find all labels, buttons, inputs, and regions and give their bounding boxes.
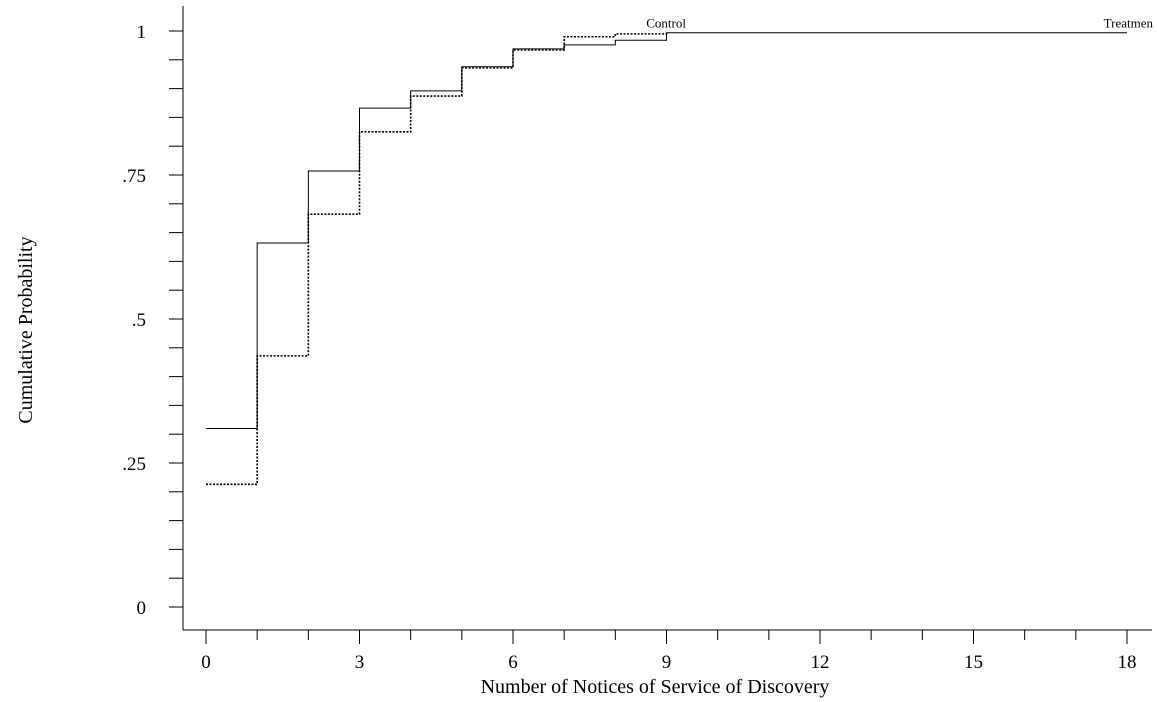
y-tick-label: .75 — [122, 166, 146, 187]
y-axis-title: Cumulative Probability — [15, 236, 37, 423]
series-label-1: Control — [646, 16, 686, 31]
y-tick-label: .5 — [132, 310, 146, 331]
series-line-0 — [206, 32, 1127, 429]
series-layer: Treatmen Control — [206, 16, 1154, 486]
y-tick-label: 1 — [137, 22, 147, 43]
series-line-1 — [206, 32, 668, 486]
y-axis: 0 .25 .5 .75 1 — [122, 6, 184, 630]
x-tick-label: 6 — [508, 652, 518, 673]
x-axis-title: Number of Notices of Service of Discover… — [481, 676, 830, 698]
y-tick-label: 0 — [137, 598, 147, 619]
x-axis: 0 3 6 9 12 15 18 — [183, 629, 1152, 673]
x-tick-label: 9 — [662, 652, 672, 673]
x-tick-label: 18 — [1118, 652, 1137, 673]
series-label-0: Treatmen — [1104, 16, 1154, 31]
y-tick-label: .25 — [122, 454, 146, 475]
x-tick-label: 15 — [964, 652, 983, 673]
x-tick-label: 3 — [355, 652, 365, 673]
x-tick-label: 12 — [811, 652, 830, 673]
x-tick-label: 0 — [201, 652, 211, 673]
